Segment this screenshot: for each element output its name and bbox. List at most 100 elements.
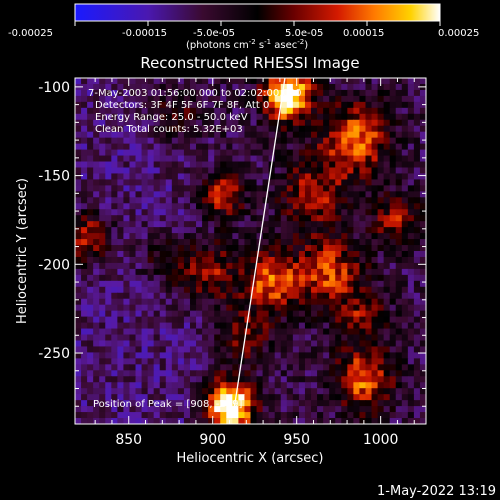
heatmap-cell [220, 113, 227, 121]
heatmap-cell [244, 322, 252, 330]
heatmap-cell [395, 221, 403, 228]
heatmap-cell [202, 209, 209, 216]
heatmap-cell [298, 131, 306, 139]
heatmap-cell [347, 161, 354, 169]
heatmap-cell [286, 310, 294, 318]
heatmap-cell [280, 161, 288, 169]
heatmap-cell [311, 227, 318, 234]
heatmap-cell [250, 227, 258, 234]
heatmap-cell [159, 406, 167, 413]
heatmap-cell [280, 131, 288, 139]
heatmap-cell [341, 328, 348, 336]
heatmap-cell [419, 418, 426, 424]
heatmap-cell [183, 215, 191, 222]
heatmap-cell [311, 185, 318, 192]
heatmap-cell [371, 334, 379, 342]
heatmap-cell [419, 286, 426, 294]
heatmap-cell [171, 161, 179, 169]
heatmap-cell [238, 239, 246, 246]
heatmap-cell [311, 173, 318, 181]
heatmap-cell [153, 394, 161, 401]
heatmap-cell [208, 346, 215, 354]
heatmap-cell [208, 227, 215, 234]
heatmap-cell [395, 400, 403, 407]
heatmap-cell [105, 78, 112, 85]
heatmap-cell [153, 382, 161, 389]
heatmap-cell [117, 310, 125, 318]
heatmap-cell [81, 376, 88, 383]
heatmap-cell [238, 418, 246, 424]
heatmap-cell [323, 394, 330, 401]
heatmap-cell [171, 358, 179, 365]
heatmap-cell [81, 95, 88, 103]
heatmap-cell [341, 251, 348, 258]
heatmap-cell [286, 388, 294, 395]
heatmap-cell [177, 382, 185, 389]
heatmap-cell [171, 370, 179, 377]
heatmap-cell [353, 251, 361, 258]
heatmap-cell [129, 191, 137, 198]
heatmap-cell [286, 262, 294, 270]
heatmap-cell [329, 358, 336, 365]
heatmap-cell [208, 101, 215, 109]
heatmap-cell [244, 227, 252, 234]
heatmap-cell [359, 167, 367, 175]
heatmap-cell [311, 143, 318, 151]
heatmap-cell [135, 83, 143, 91]
heatmap-cell [177, 95, 185, 103]
heatmap-cell [81, 274, 88, 282]
heatmap-cell [141, 316, 149, 324]
heatmap-cell [395, 352, 403, 359]
heatmap-cell [159, 262, 167, 270]
heatmap-cell [256, 78, 264, 85]
heatmap-cell [117, 203, 125, 210]
heatmap-cell [81, 227, 88, 234]
heatmap-cell [262, 191, 270, 198]
heatmap-cell [274, 382, 282, 389]
heatmap-cell [377, 352, 385, 359]
heatmap-cell [244, 143, 252, 151]
heatmap-cell [413, 131, 421, 139]
heatmap-cell [286, 316, 294, 324]
heatmap-cell [347, 340, 354, 348]
heatmap-cell [280, 89, 288, 97]
heatmap-cell [304, 173, 312, 181]
heatmap-cell [329, 352, 336, 359]
heatmap-cell [317, 352, 324, 359]
heatmap-cell [105, 292, 112, 300]
heatmap-cell [220, 251, 227, 258]
heatmap-cell [419, 233, 426, 240]
heatmap-cell [244, 388, 252, 395]
heatmap-cell [159, 412, 167, 419]
heatmap-cell [335, 322, 342, 330]
heatmap-cell [365, 101, 373, 109]
heatmap-cell [335, 274, 342, 282]
heatmap-cell [153, 251, 161, 258]
heatmap-cell [117, 173, 125, 181]
heatmap-cell [87, 245, 94, 252]
heatmap-cell [298, 256, 306, 264]
heatmap-cell [389, 227, 397, 234]
heatmap-cell [238, 215, 246, 222]
heatmap-cell [395, 286, 403, 294]
heatmap-cell [141, 322, 149, 330]
heatmap-cell [304, 119, 312, 127]
heatmap-cell [141, 352, 149, 359]
heatmap-cell [189, 78, 197, 85]
heatmap-cell [359, 286, 367, 294]
heatmap-cell [347, 280, 354, 288]
heatmap-cell [189, 125, 197, 133]
heatmap-cell [317, 370, 324, 377]
heatmap-cell [317, 256, 324, 264]
heatmap-cell [81, 137, 88, 145]
heatmap-cell [202, 298, 209, 306]
heatmap-cell [292, 107, 300, 115]
heatmap-cell [159, 251, 167, 258]
heatmap-cell [413, 364, 421, 371]
heatmap-cell [202, 310, 209, 318]
heatmap-cell [395, 215, 403, 222]
heatmap-cell [395, 131, 403, 139]
heatmap-cell [189, 352, 197, 359]
heatmap-cell [159, 310, 167, 318]
heatmap-cell [371, 137, 379, 145]
